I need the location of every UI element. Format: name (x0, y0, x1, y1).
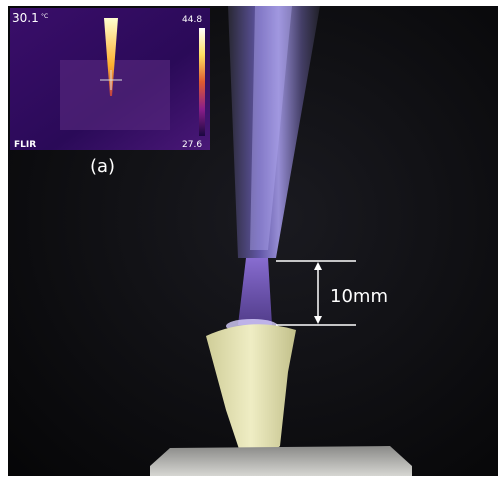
page: 10mm 30.1 °C 44.8 27.6 FLIR (a) (() => {… (0, 0, 504, 480)
photo: 10mm 30.1 °C 44.8 27.6 FLIR (a) (0, 0, 504, 480)
color-scale (199, 28, 205, 136)
scale-max: 44.8 (182, 15, 202, 25)
temperature: 30.1 (12, 11, 39, 25)
temperature-unit: °C (41, 13, 48, 20)
brand: FLIR (14, 140, 36, 150)
inset-label: (a) (90, 156, 115, 177)
distance-label: 10mm (330, 286, 388, 307)
thermal-object (60, 60, 170, 130)
scale-min: 27.6 (182, 140, 202, 150)
base (150, 446, 412, 476)
